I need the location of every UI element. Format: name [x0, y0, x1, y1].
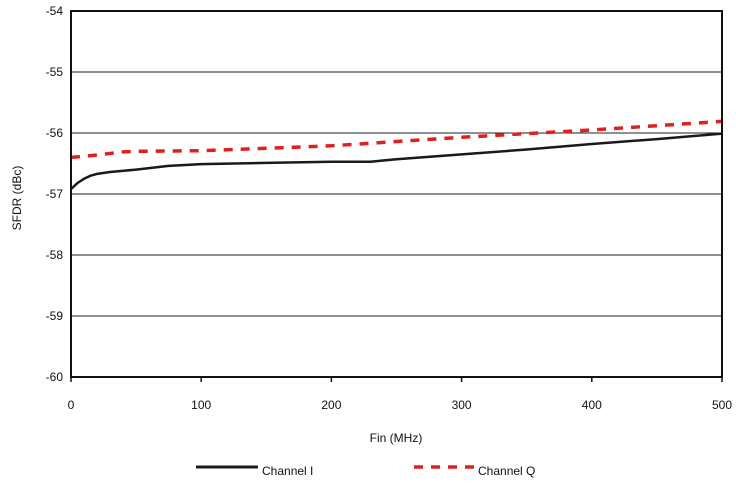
y-axis-ticks: -54 -55 -56 -57 -58 -59 -60 — [46, 4, 64, 384]
legend: Channel I Channel Q — [196, 464, 535, 478]
y-tick-label: -57 — [46, 187, 64, 201]
legend-label-channel-i: Channel I — [262, 464, 313, 478]
y-tick-label: -59 — [46, 309, 64, 323]
x-tick-label: 500 — [712, 398, 732, 412]
y-axis-title: SFDR (dBc) — [10, 166, 24, 231]
series-layer — [70, 119, 723, 191]
y-tick-label: -56 — [46, 126, 64, 140]
x-tick-label: 400 — [582, 398, 602, 412]
x-axis-title: Fin (MHz) — [370, 431, 423, 445]
plot-frame — [70, 10, 723, 378]
x-tick-label: 100 — [191, 398, 211, 412]
y-tick-label: -60 — [46, 370, 64, 384]
x-axis-ticks: 0 100 200 300 400 500 — [68, 377, 732, 412]
series-line-channel-q — [70, 119, 723, 160]
y-tick-label: -54 — [46, 4, 64, 18]
x-tick-label: 200 — [321, 398, 341, 412]
x-tick-label: 300 — [452, 398, 472, 412]
x-tick-label: 0 — [68, 398, 75, 412]
gridlines — [71, 71, 722, 317]
series-line-channel-i — [70, 132, 723, 191]
legend-label-channel-q: Channel Q — [478, 464, 535, 478]
y-tick-label: -58 — [46, 248, 64, 262]
y-tick-label: -55 — [46, 65, 64, 79]
